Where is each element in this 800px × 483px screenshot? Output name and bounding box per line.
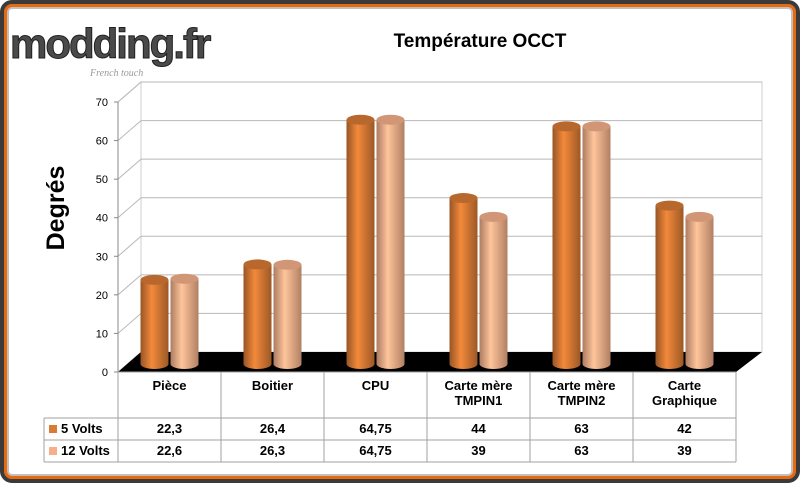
bar	[170, 273, 199, 369]
category-label: CPU	[362, 378, 389, 393]
legend-label: 5 Volts	[61, 421, 103, 436]
y-tick-label: 0	[102, 367, 108, 379]
table-cell: 22,3	[157, 421, 182, 436]
table-cell: 64,75	[359, 443, 392, 458]
bar-top	[655, 200, 684, 211]
legend-swatch	[49, 447, 57, 455]
bar-top	[449, 193, 478, 204]
bar-top	[346, 114, 375, 125]
gridline-side	[117, 197, 142, 219]
bar-body	[376, 119, 405, 369]
table-cell: 39	[677, 443, 691, 458]
bar-body	[243, 264, 272, 369]
bar-body	[479, 216, 508, 369]
bar-body	[685, 216, 714, 369]
table-cell: 44	[471, 421, 486, 436]
legend-label: 12 Volts	[61, 443, 110, 458]
y-tick-label: 50	[96, 174, 108, 186]
table-cell: 42	[677, 421, 691, 436]
y-tick-label: 60	[96, 136, 108, 148]
y-axis-label: Degrés	[42, 166, 70, 251]
category-label: TMPIN1	[455, 393, 503, 408]
legend-swatch	[49, 425, 57, 433]
chart-title: Température OCCT	[394, 31, 567, 52]
logo-tagline: French touch	[89, 68, 143, 79]
bar	[655, 200, 684, 369]
y-axis-ticks: 0 10 20 30 40 50 60 70	[96, 97, 119, 379]
bars	[140, 114, 714, 370]
gridline-side	[117, 274, 142, 296]
logo-text: modding.fr	[10, 20, 211, 67]
table-cell: 64,75	[359, 421, 392, 436]
bar	[449, 193, 478, 369]
bar-top	[170, 273, 199, 284]
bar	[376, 114, 405, 369]
bar	[346, 114, 375, 369]
bar	[479, 211, 508, 369]
bar	[685, 211, 714, 369]
gridline-side	[117, 313, 142, 334]
bar-body	[655, 205, 684, 369]
gridline-side	[117, 120, 142, 141]
category-label: TMPIN2	[558, 393, 606, 408]
gridline-side	[117, 81, 142, 103]
y-tick-label: 20	[96, 290, 108, 302]
table-cell: 39	[471, 443, 485, 458]
gridline-side	[117, 235, 142, 257]
bar-top	[582, 121, 611, 132]
bar	[552, 121, 581, 370]
y-tick-label: 30	[96, 251, 108, 263]
bar-body	[582, 126, 611, 370]
bar-top	[479, 211, 508, 222]
y-tick-label: 10	[96, 328, 108, 340]
modding-logo: modding.fr French touch	[10, 20, 213, 80]
bar-body	[273, 264, 302, 369]
y-tick-label: 70	[96, 97, 108, 109]
category-label: Graphique	[652, 393, 717, 408]
bar-body	[449, 198, 478, 369]
table-cell: 26,3	[260, 443, 285, 458]
category-label: Pièce	[153, 378, 187, 393]
bar-top	[552, 121, 581, 132]
bar	[582, 121, 611, 370]
gridline-side	[117, 158, 142, 180]
category-label: Carte	[668, 378, 701, 393]
y-tick-label: 40	[96, 213, 108, 225]
category-label: Boitier	[252, 378, 293, 393]
bar	[243, 259, 272, 369]
category-label: Carte mère	[548, 378, 616, 393]
table-cell: 26,4	[260, 421, 286, 436]
bar	[140, 274, 169, 369]
bar-body	[140, 279, 169, 369]
bar-top	[273, 259, 302, 270]
bar-body	[346, 119, 375, 369]
side-wall	[117, 80, 142, 374]
bar-body	[552, 126, 581, 370]
table-cell: 63	[574, 421, 588, 436]
table-cell: 22,6	[157, 443, 182, 458]
category-label: Carte mère	[445, 378, 513, 393]
bar-top	[243, 259, 272, 270]
bar-top	[140, 274, 169, 285]
bar-top	[376, 114, 405, 125]
bar-body	[170, 278, 199, 369]
bar	[273, 259, 302, 369]
table-cell: 63	[574, 443, 588, 458]
bar-top	[685, 211, 714, 222]
